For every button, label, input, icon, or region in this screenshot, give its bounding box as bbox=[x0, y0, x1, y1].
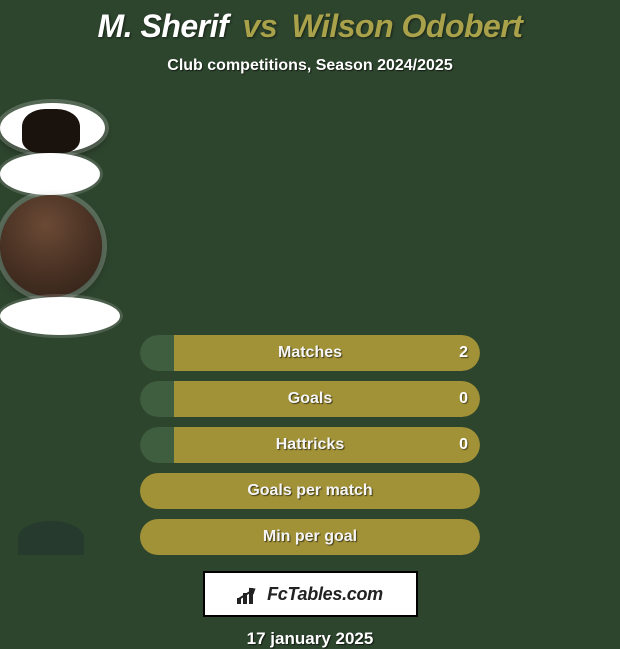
stat-label: Min per goal bbox=[263, 528, 357, 546]
stat-rows: Matches 2 Goals 0 Hattricks 0 Goals per match M… bbox=[140, 335, 480, 555]
stat-label: Matches bbox=[278, 344, 342, 362]
player2-avatar-shape-2 bbox=[0, 297, 120, 335]
stat-bar-left bbox=[140, 381, 174, 417]
brand-text: FcTables.com bbox=[267, 584, 383, 605]
stat-value-right: 0 bbox=[459, 390, 468, 408]
stat-bar-left bbox=[140, 427, 174, 463]
player2-name: Wilson Odobert bbox=[292, 8, 523, 44]
brand-box: FcTables.com bbox=[203, 571, 418, 617]
comparison-zone: Matches 2 Goals 0 Hattricks 0 Goals per match M… bbox=[0, 103, 620, 555]
stat-row: Goals per match bbox=[140, 473, 480, 509]
comparison-title: M. Sherif vs Wilson Odobert bbox=[0, 0, 620, 45]
stat-label: Goals bbox=[288, 390, 332, 408]
stat-row: Matches 2 bbox=[140, 335, 480, 371]
stat-label: Goals per match bbox=[247, 482, 372, 500]
stat-label: Hattricks bbox=[276, 436, 344, 454]
stat-bar-left bbox=[140, 335, 174, 371]
vs-text: vs bbox=[243, 8, 278, 44]
stat-value-right: 2 bbox=[459, 344, 468, 362]
stat-value-right: 0 bbox=[459, 436, 468, 454]
stat-row: Goals 0 bbox=[140, 381, 480, 417]
date-text: 17 january 2025 bbox=[0, 629, 620, 649]
stat-row: Min per goal bbox=[140, 519, 480, 555]
player2-avatar bbox=[0, 195, 102, 297]
player1-avatar-shape-2 bbox=[0, 153, 100, 195]
brand-chart-icon bbox=[237, 584, 263, 604]
stat-row: Hattricks 0 bbox=[140, 427, 480, 463]
subtitle: Club competitions, Season 2024/2025 bbox=[0, 57, 620, 75]
player1-name: M. Sherif bbox=[98, 8, 229, 44]
